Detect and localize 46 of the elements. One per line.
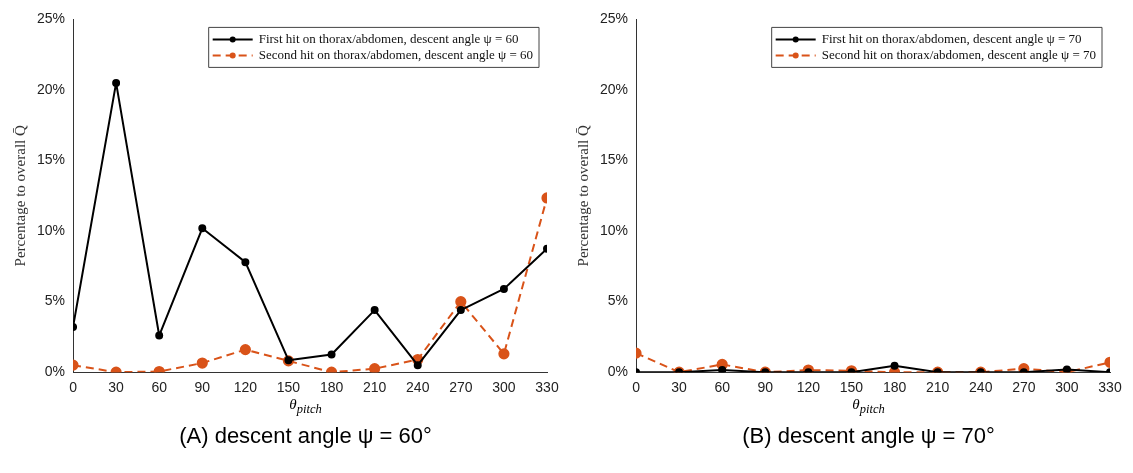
x-tick-label: 60 xyxy=(151,379,168,396)
x-tick-label: 270 xyxy=(1012,379,1036,396)
x-tick-label: 120 xyxy=(233,379,258,396)
y-tick-label: 0% xyxy=(607,363,629,380)
x-tick-label: 150 xyxy=(276,379,301,396)
text: (A) descent angle ψ = 60° xyxy=(178,423,433,449)
y-tick-label: 25% xyxy=(36,10,66,27)
x-tick-label: 30 xyxy=(671,379,688,396)
legend-label: First hit on thorax/abdomen, descent angle ψ = 60 xyxy=(258,30,519,46)
legend-label: First hit on thorax/abdomen, descent angle ψ = 70 xyxy=(821,30,1082,46)
legend-label: Second hit on thorax/abdomen, descent angle ψ = 70 xyxy=(821,46,1097,62)
x-axis-title: θ$_{pitch}$ xyxy=(851,396,886,417)
x-tick-label: 90 xyxy=(757,379,774,396)
legend-label: Second hit on thorax/abdomen, descent angle ψ = 60 xyxy=(258,46,534,62)
y-tick-label: 15% xyxy=(36,151,66,168)
x-tick-label: 30 xyxy=(108,379,125,396)
y-tick-label: 10% xyxy=(599,221,629,238)
y-tick-label: 15% xyxy=(599,151,629,168)
x-tick-label: 90 xyxy=(194,379,211,396)
x-tick-label: 150 xyxy=(839,379,864,396)
x-tick-label: 270 xyxy=(449,379,473,396)
x-axis-title: θ$_{pitch}$ xyxy=(288,396,323,417)
y-tick-label: 20% xyxy=(599,80,629,97)
y-tick-label: 5% xyxy=(44,292,66,309)
x-tick-label: 300 xyxy=(1055,379,1079,396)
x-tick-label: 180 xyxy=(319,379,344,396)
x-tick-label: 330 xyxy=(1098,379,1122,396)
x-tick-label: 0 xyxy=(69,379,78,396)
y-tick-label: 0% xyxy=(44,363,66,380)
y-axis-title: Percentage to overall Q̄ xyxy=(574,125,591,267)
text: (B) descent angle ψ = 70° xyxy=(741,423,996,449)
x-tick-label: 240 xyxy=(406,379,430,396)
x-tick-label: 120 xyxy=(796,379,821,396)
x-tick-label: 330 xyxy=(535,379,559,396)
y-tick-label: 10% xyxy=(36,221,66,238)
y-tick-label: 20% xyxy=(36,80,66,97)
x-tick-label: 300 xyxy=(492,379,516,396)
y-axis-title: Percentage to overall Q̄ xyxy=(11,125,28,267)
y-tick-label: 25% xyxy=(599,10,629,27)
x-tick-label: 60 xyxy=(714,379,731,396)
x-tick-label: 180 xyxy=(882,379,907,396)
x-tick-label: 240 xyxy=(969,379,993,396)
x-tick-label: 210 xyxy=(362,379,387,396)
x-tick-label: 0 xyxy=(632,379,641,396)
y-tick-label: 5% xyxy=(607,292,629,309)
x-tick-label: 210 xyxy=(925,379,950,396)
